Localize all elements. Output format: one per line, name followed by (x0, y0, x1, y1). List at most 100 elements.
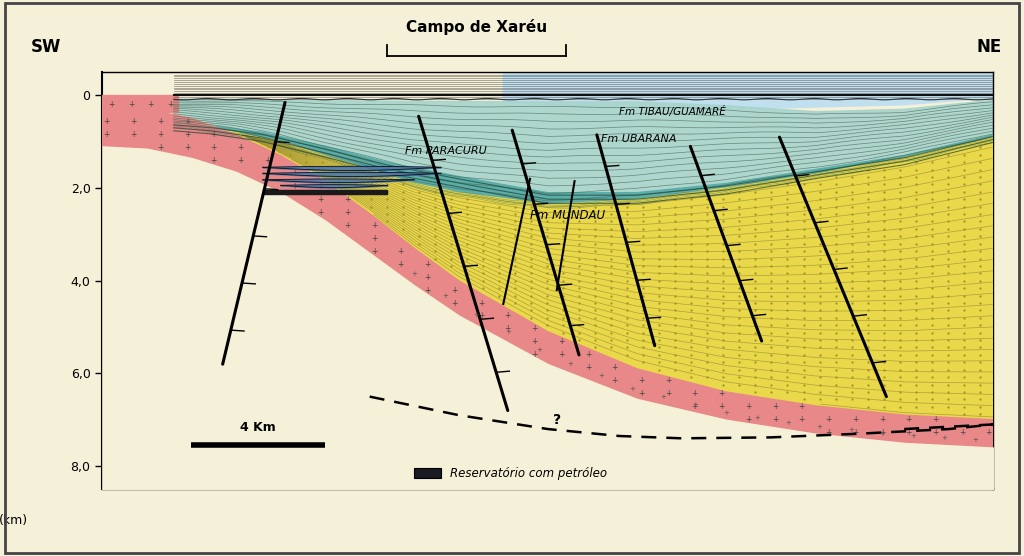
Text: +: + (941, 435, 947, 441)
Text: +: + (157, 117, 164, 126)
Text: +: + (184, 143, 190, 152)
Text: +: + (848, 428, 854, 434)
Text: +: + (505, 325, 511, 334)
Text: Fm MUNDAU: Fm MUNDAU (530, 210, 605, 222)
Polygon shape (504, 72, 993, 110)
Text: +: + (932, 428, 939, 437)
Text: +: + (745, 415, 752, 424)
Text: +: + (852, 428, 858, 437)
Text: +: + (558, 337, 564, 346)
Polygon shape (174, 115, 993, 420)
Text: +: + (452, 299, 458, 307)
Text: +: + (598, 374, 604, 379)
Polygon shape (102, 96, 178, 99)
Text: +: + (719, 389, 725, 398)
Text: Reservatório com petróleo: Reservatório com petróleo (450, 466, 607, 480)
Text: +: + (344, 195, 350, 203)
Text: +: + (264, 156, 270, 165)
Text: +: + (130, 130, 137, 139)
Text: Fm TIBAU/GUAMARÉ: Fm TIBAU/GUAMARÉ (620, 106, 726, 117)
Text: +: + (665, 376, 672, 385)
Text: +: + (317, 208, 324, 217)
Text: (km): (km) (0, 514, 28, 527)
Text: +: + (585, 350, 591, 359)
Bar (65, 96, 81, 142)
Polygon shape (174, 123, 993, 209)
Text: +: + (825, 415, 831, 424)
Text: +: + (691, 389, 698, 398)
Text: +: + (317, 195, 324, 203)
Text: +: + (567, 361, 573, 367)
Text: +: + (611, 364, 617, 373)
Text: +: + (412, 271, 417, 277)
Text: +: + (238, 156, 244, 165)
Polygon shape (102, 107, 993, 448)
Text: +: + (910, 434, 916, 439)
Text: +: + (211, 156, 217, 165)
Text: +: + (424, 272, 431, 281)
FancyBboxPatch shape (415, 469, 441, 478)
Text: +: + (879, 431, 885, 436)
Text: 4 Km: 4 Km (241, 421, 276, 434)
Text: +: + (474, 312, 479, 318)
Text: +: + (973, 436, 978, 443)
Text: +: + (879, 415, 885, 424)
Text: +: + (103, 117, 110, 126)
Text: SW: SW (31, 38, 61, 56)
Text: +: + (128, 100, 134, 109)
Text: +: + (799, 415, 805, 424)
Text: +: + (167, 100, 173, 109)
Text: +: + (317, 182, 324, 191)
Text: +: + (585, 364, 591, 373)
Text: +: + (157, 130, 164, 139)
Text: +: + (905, 428, 911, 437)
Bar (65, 142, 81, 188)
Text: +: + (691, 403, 698, 411)
Text: +: + (452, 286, 458, 295)
Text: Fm UBARANA: Fm UBARANA (601, 135, 677, 145)
Text: +: + (344, 208, 350, 217)
Text: +: + (442, 292, 449, 299)
Text: +: + (344, 221, 350, 230)
Text: +: + (665, 389, 672, 398)
Text: +: + (424, 260, 431, 269)
Text: +: + (130, 117, 137, 126)
Text: +: + (905, 415, 911, 424)
Text: +: + (371, 221, 377, 230)
Text: +: + (723, 410, 729, 416)
Text: +: + (660, 394, 667, 400)
Text: +: + (478, 299, 484, 307)
Bar (65, 374, 81, 420)
Text: Fm PARACURU: Fm PARACURU (406, 146, 487, 156)
Text: +: + (238, 143, 244, 152)
Text: +: + (755, 415, 760, 421)
Text: +: + (772, 415, 778, 424)
Bar (65, 235, 81, 281)
Text: +: + (745, 403, 752, 411)
Bar (65, 420, 81, 466)
Text: +: + (291, 182, 297, 191)
Text: NE: NE (977, 38, 1002, 56)
Text: +: + (531, 325, 538, 334)
Polygon shape (102, 99, 178, 112)
Text: +: + (958, 428, 966, 437)
Text: +: + (397, 260, 404, 269)
Text: +: + (211, 143, 217, 152)
Text: +: + (184, 130, 190, 139)
Text: +: + (932, 415, 939, 424)
Polygon shape (174, 99, 993, 205)
Text: +: + (371, 247, 377, 256)
Text: +: + (825, 428, 831, 437)
Text: +: + (211, 130, 217, 139)
Text: Campo de Xaréu: Campo de Xaréu (406, 19, 547, 34)
Text: +: + (147, 100, 154, 109)
Text: +: + (424, 286, 431, 295)
Text: +: + (536, 347, 542, 353)
Text: +: + (611, 376, 617, 385)
Text: +: + (505, 330, 511, 335)
Text: +: + (986, 428, 992, 437)
Text: ?: ? (553, 413, 561, 427)
Text: +: + (157, 143, 164, 152)
Bar (65, 188, 81, 235)
Text: +: + (879, 428, 885, 437)
